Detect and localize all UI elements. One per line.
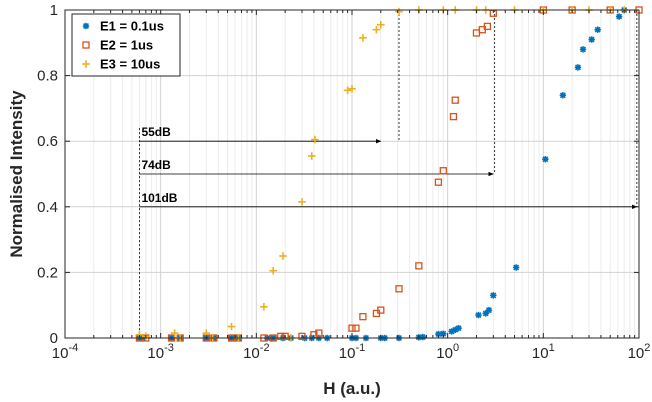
data-point [348,84,356,93]
data-point [298,198,306,206]
y-tick-label: 0.8 [37,68,58,85]
x-axis-title: H (a.u.) [323,379,381,398]
data-point [227,322,236,331]
data-point [343,86,352,95]
data-point [439,167,447,175]
legend-item: E3 = 10us [82,57,160,72]
data-point [574,64,582,71]
x-tick-label-exponent: -1 [355,342,365,354]
data-point [485,306,493,314]
data-point [395,285,403,293]
data-point [269,266,277,275]
x-tick-label-exponent: -3 [164,342,174,354]
y-axis-title: Normalised Intensity [7,90,26,258]
x-tick-label: 102 [628,342,651,362]
annotations: 55dB 74dB 101dB [139,10,638,338]
legend-label: E3 = 10us [100,57,160,72]
x-tick-label: 10-1 [339,342,365,362]
data-point [279,252,287,260]
data-point [352,324,360,332]
data-point [82,60,90,68]
y-tick-label: 1 [50,2,58,19]
x-tick-label-exponent: 0 [453,342,459,354]
x-tick-label-base: 10 [243,345,260,362]
data-point [559,92,567,99]
data-point [82,22,90,30]
data-point [483,22,492,31]
x-tick-label-base: 10 [147,345,164,362]
annotation-label: 74dB [141,158,171,172]
annotation-label: 55dB [141,125,171,139]
data-point [415,262,423,270]
data-point [372,25,381,34]
x-tick-label: 101 [532,342,555,362]
data-point [311,135,319,144]
data-point [419,333,427,341]
data-point [359,313,367,321]
data-point [434,178,443,186]
data-point [298,332,306,341]
x-tick-label-exponent: 2 [644,342,650,354]
x-tick-label-base: 10 [339,345,356,362]
x-tick-label-base: 10 [436,345,453,362]
data-point [451,96,459,104]
data-point [260,303,268,311]
data-point [512,264,520,271]
data-point [449,112,458,121]
x-tick-label-exponent: 1 [549,342,555,354]
x-tick-label-exponent: -2 [260,342,270,354]
data-point [315,329,323,337]
data-point [594,26,601,33]
data-point [542,156,549,163]
data-point [588,36,595,43]
data-point [490,292,497,299]
annotation-label: 101dB [141,191,177,205]
x-tick-label-base: 10 [628,345,645,362]
data-point [395,7,403,16]
y-tick-label: 0.4 [37,199,58,216]
data-point [376,20,385,29]
legend-box [71,13,181,77]
data-point [579,46,587,53]
data-point [307,152,316,160]
data-point [377,306,385,314]
y-tick-label: 0 [50,330,58,347]
y-tick-label: 0.2 [37,264,58,281]
legend-label: E2 = 1us [100,38,153,53]
data-point [281,332,289,341]
data-point [615,13,623,20]
data-point [82,41,90,49]
x-tick-label: 10-2 [243,342,269,362]
legend-label: E1 = 0.1us [100,19,164,34]
x-tick-label-exponent: -4 [68,342,78,354]
y-tick-label: 0.6 [37,133,58,150]
data-point [277,332,285,341]
x-tick-label: 100 [436,342,459,362]
legend-item: E2 = 1us [82,38,153,53]
data-point [348,324,356,332]
data-point [475,311,482,319]
legend: E1 = 0.1us E2 = 1us E3 = 10us [71,13,181,77]
x-tick-label: 10-3 [147,342,173,362]
x-tick-label-base: 10 [52,345,69,362]
x-tick-label-base: 10 [532,345,549,362]
legend-item: E1 = 0.1us [82,19,164,34]
x-tick-label: 10-4 [52,342,78,362]
data-point [170,329,179,337]
data-point [455,324,462,332]
data-point [359,34,367,42]
